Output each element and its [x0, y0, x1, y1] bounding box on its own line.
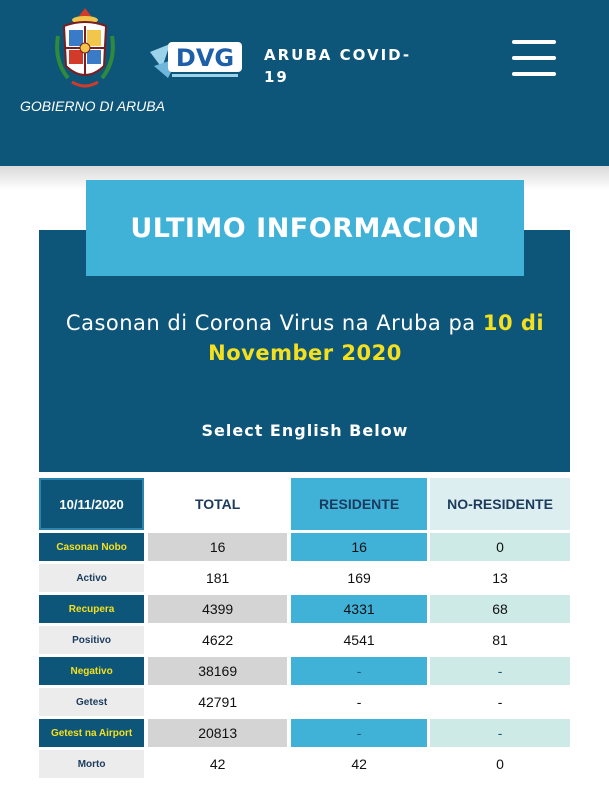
header-total: TOTAL	[148, 478, 288, 530]
cell-total: 38169	[148, 657, 288, 685]
dvg-logo-text: DVG	[176, 44, 234, 72]
menu-bar	[512, 40, 556, 44]
hamburger-menu-icon[interactable]	[512, 40, 558, 78]
banner-subtitle: Casonan di Corona Virus na Aruba pa 10 d…	[60, 308, 550, 368]
cell-residente: -	[291, 657, 428, 685]
cell-no-residente: 0	[430, 533, 570, 561]
cell-no-residente: -	[430, 719, 570, 747]
row-label: Morto	[39, 750, 145, 778]
row-label: Recupera	[39, 595, 145, 623]
cell-residente: -	[291, 719, 428, 747]
cell-total: 42	[148, 750, 288, 778]
cell-total: 4622	[148, 626, 288, 654]
gobierno-name: GOBIERNO DI ARUBA	[20, 98, 165, 114]
banner-title: ULTIMO INFORMACION	[130, 212, 480, 244]
aruba-coat-of-arms-icon	[55, 8, 115, 88]
cell-residente: 4331	[291, 595, 428, 623]
row-label: Casonan Nobo	[39, 533, 145, 561]
cell-no-residente: 13	[430, 564, 570, 592]
table-header-row: 10/11/2020 TOTAL RESIDENTE NO-RESIDENTE	[39, 478, 571, 530]
row-label: Getest	[39, 688, 145, 716]
table-row: Getest 42791 - -	[39, 688, 570, 716]
site-title[interactable]: ARUBA COVID-19	[264, 46, 412, 86]
cell-residente: 4541	[291, 626, 428, 654]
table-row: Negativo 38169 - -	[39, 657, 570, 685]
select-english-link[interactable]: Select English Below	[201, 421, 409, 440]
cell-total: 20813	[148, 719, 288, 747]
cell-residente: 16	[291, 533, 428, 561]
header-date: 10/11/2020	[39, 478, 145, 530]
cell-no-residente: 0	[430, 750, 570, 778]
row-label: Activo	[39, 564, 145, 592]
subtitle-text: Casonan di Corona Virus na Aruba pa	[65, 311, 483, 335]
menu-bar	[512, 56, 556, 60]
site-header: GOBIERNO DI ARUBA DVG ARUBA COVID-19	[0, 0, 609, 166]
menu-bar	[512, 72, 556, 76]
cell-no-residente: -	[430, 688, 570, 716]
table-row: Activo 181 169 13	[39, 564, 570, 592]
cell-total: 181	[148, 564, 288, 592]
cell-residente: -	[291, 688, 428, 716]
cell-residente: 42	[291, 750, 428, 778]
row-label: Positivo	[39, 626, 145, 654]
table-row: Positivo 4622 4541 81	[39, 626, 570, 654]
table-row: Morto 42 42 0	[39, 750, 570, 778]
table-row: Casonan Nobo 16 16 0	[39, 533, 570, 561]
cell-total: 4399	[148, 595, 288, 623]
cell-total: 16	[148, 533, 288, 561]
row-label: Negativo	[39, 657, 145, 685]
table-row: Getest na Airport 20813 - -	[39, 719, 570, 747]
cell-total: 42791	[148, 688, 288, 716]
subtitle-date: 10 di November 2020	[208, 311, 545, 365]
cell-no-residente: -	[430, 657, 570, 685]
cell-no-residente: 68	[430, 595, 570, 623]
cell-residente: 169	[291, 564, 428, 592]
gobierno-logo[interactable]: GOBIERNO DI ARUBA	[20, 0, 165, 120]
header-residente: RESIDENTE	[291, 478, 428, 530]
dvg-logo[interactable]: DVG	[148, 38, 244, 80]
header-no-residente: NO-RESIDENTE	[430, 478, 571, 530]
table-row: Recupera 4399 4331 68	[39, 595, 570, 623]
row-label: Getest na Airport	[39, 719, 145, 747]
banner-title-box: ULTIMO INFORMACION	[86, 180, 524, 276]
cell-no-residente: 81	[430, 626, 570, 654]
